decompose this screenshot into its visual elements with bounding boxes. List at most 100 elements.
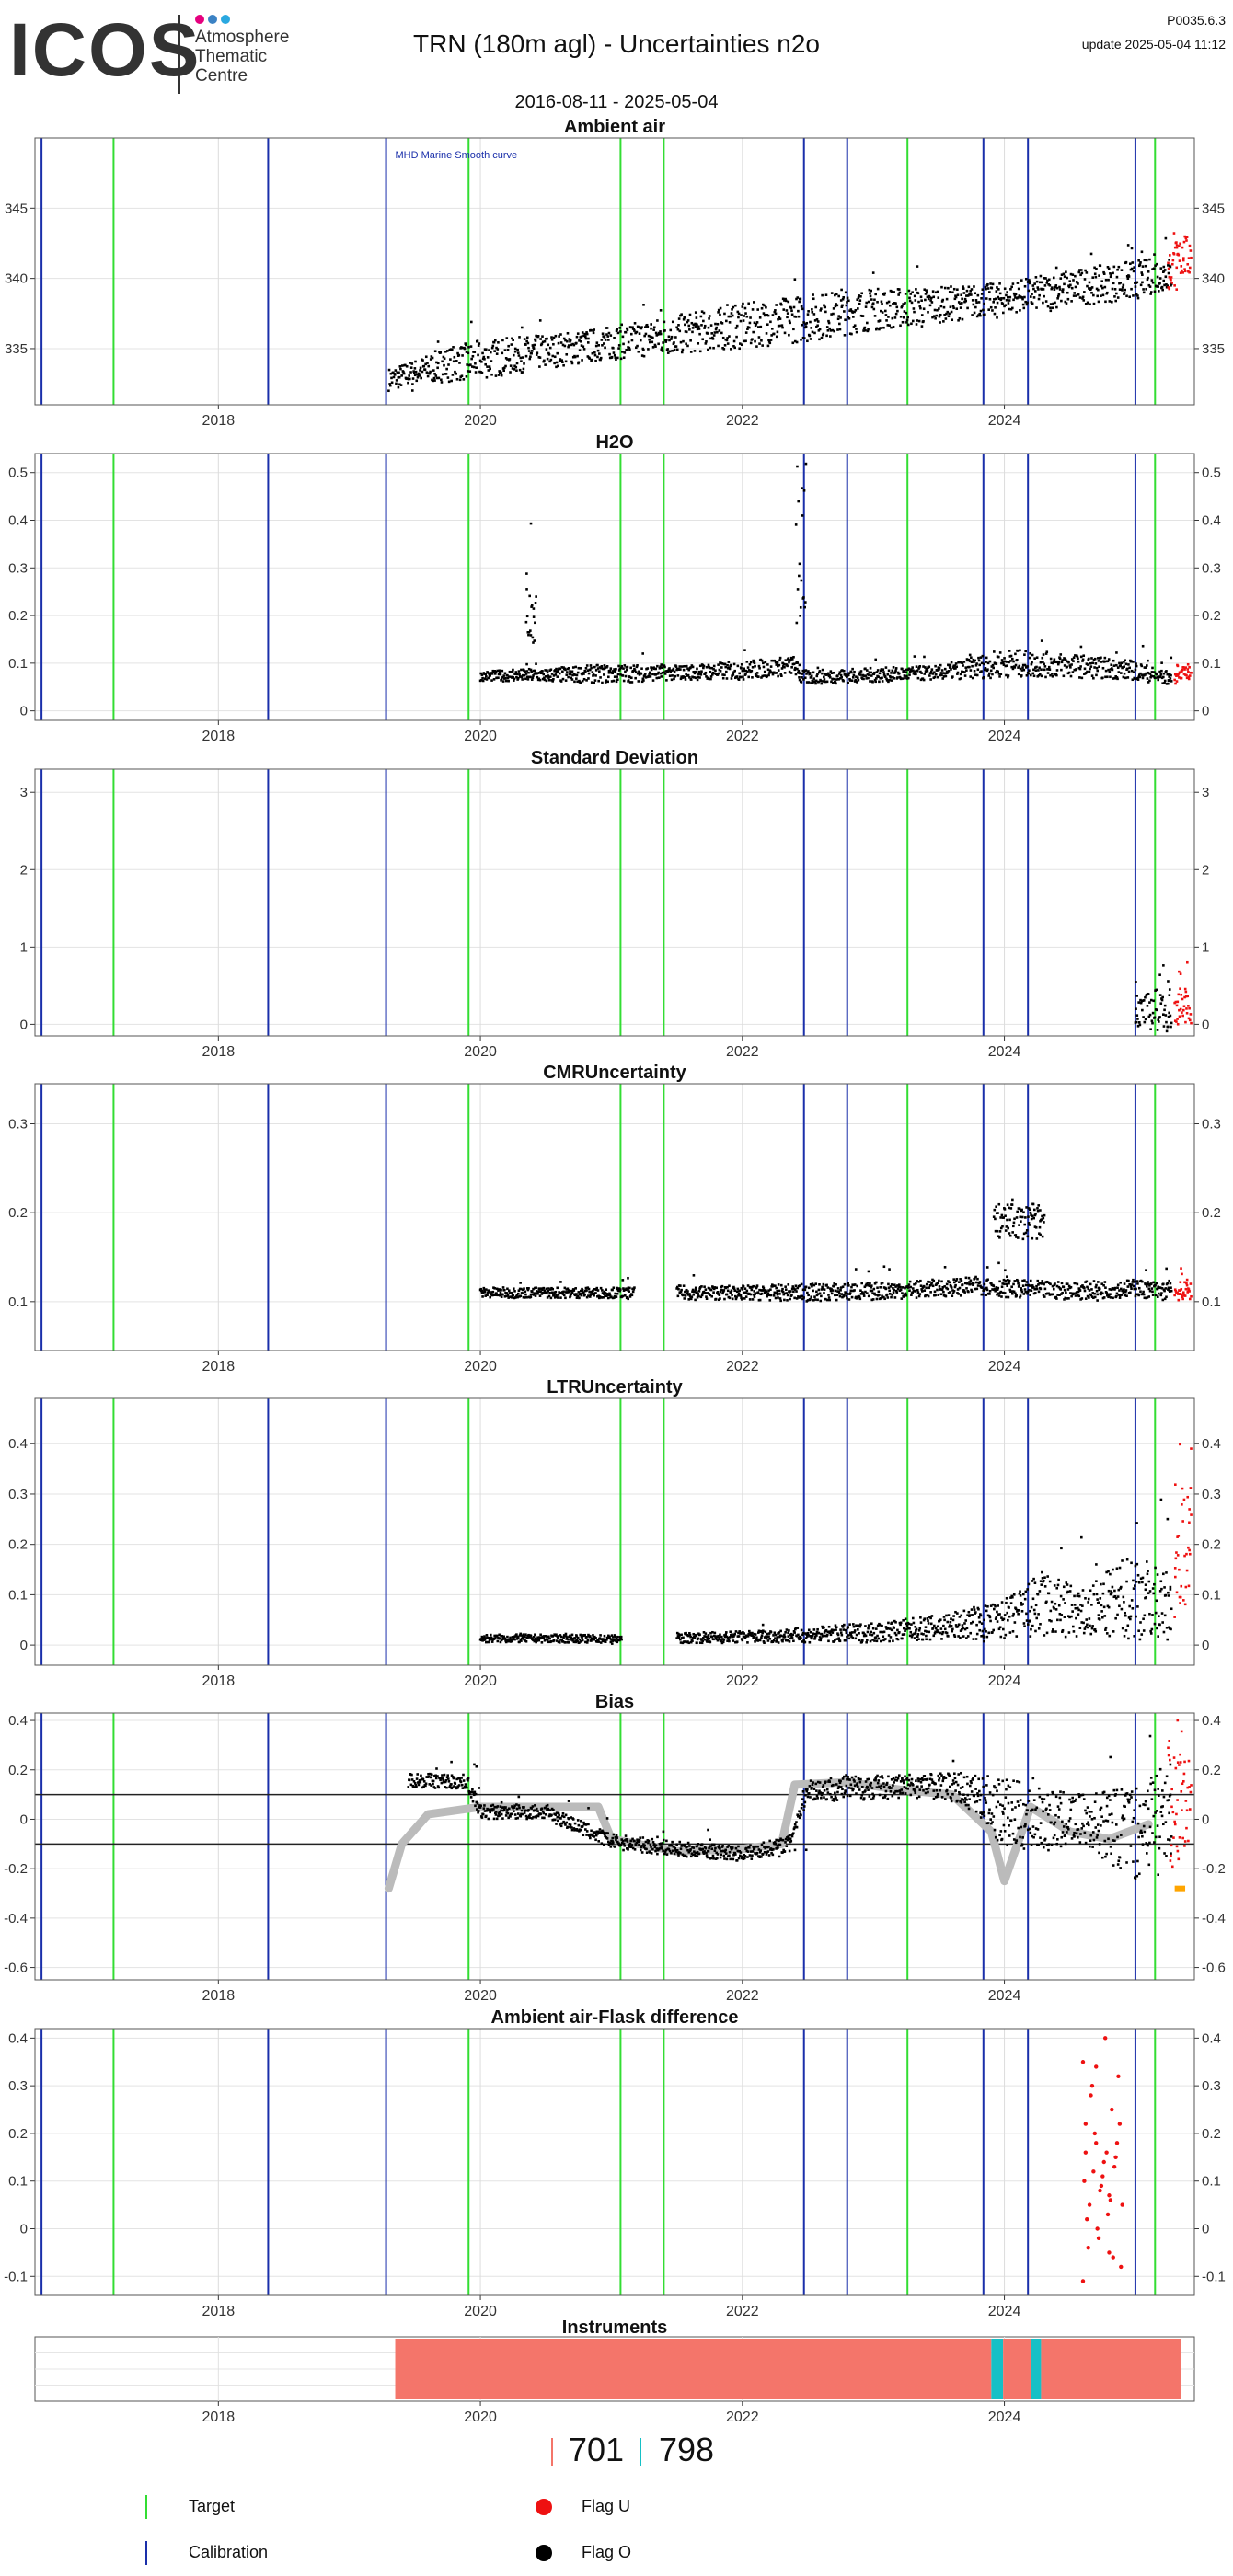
flag-o-point [712,668,715,671]
y-tick-label: 2 [20,862,28,878]
flag-o-point [807,681,811,684]
flag-o-point [532,615,536,618]
flag-o-point [905,311,908,315]
flag-o-point [858,1295,861,1299]
flag-o-point [980,661,984,665]
flag-o-point [616,1640,619,1644]
flag-o-point [850,1285,853,1289]
flag-o-point [507,344,510,348]
flag-o-point [1070,658,1074,661]
flag-o-point [708,1637,711,1640]
flag-o-point [425,371,429,374]
flag-o-point [1020,1215,1024,1219]
flag-o-point [1035,306,1038,309]
x-tick-label: 2022 [726,413,759,429]
flag-o-point [444,373,448,375]
flag-o-point [1148,285,1152,288]
flag-o-point [506,1635,509,1639]
flag-o-point [880,300,883,304]
flag-o-point [738,672,741,675]
flag-o-point [711,671,715,674]
flag-o-point [768,1637,772,1640]
flag-o-point [576,354,579,358]
flag-o-point [737,1292,741,1295]
flag-o-point [1134,668,1137,672]
flag-o-point [939,673,941,677]
flag-o-point [983,1282,986,1286]
flag-o-point [938,307,940,310]
flag-o-point [795,1297,799,1300]
flag-o-point [643,326,647,328]
flag-o-point [775,1286,778,1290]
flag-o-point [932,1279,936,1282]
flag-o-point [593,1288,596,1291]
flag-o-point [771,1640,775,1644]
flag-o-point [766,1294,768,1298]
flag-o-point [553,669,557,672]
flag-o-point [951,1289,954,1292]
flag-o-point [663,673,667,675]
flag-o-point [760,306,764,310]
flag-o-point [969,289,973,293]
flag-o-point [938,1285,941,1288]
flag-o-point [1061,291,1065,294]
flag-o-point [573,673,577,676]
flag-o-point [996,301,999,305]
flag-o-point [1032,296,1036,299]
flag-u-point [1171,259,1175,262]
flag-o-point [847,672,851,674]
flag-o-point [869,666,872,670]
y-tick-label-right: 345 [1202,201,1225,216]
flag-o-point [711,673,714,676]
flag-o-point [811,1637,813,1640]
flag-o-point [525,1295,528,1299]
flag-o-point [729,315,732,318]
flag-o-point [1137,259,1140,262]
flag-o-point [1043,665,1047,668]
flag-o-point [552,336,556,339]
flag-o-point [929,1291,932,1294]
flag-o-point [886,324,890,327]
flag-o-point [643,334,646,338]
flag-o-point [586,669,590,672]
flag-o-point [1017,287,1020,291]
flag-o-point [560,666,564,669]
flag-o-point [1044,277,1047,280]
flag-o-point [796,1627,800,1629]
flag-o-point [548,1637,551,1640]
panel-frame-border [34,453,1195,721]
flag-o-point [527,1636,531,1639]
flag-o-point [1089,1282,1092,1286]
flag-o-point [998,292,1002,295]
flag-o-point [803,1640,807,1644]
flag-o-point [1158,282,1161,285]
flag-o-point [965,1282,969,1285]
flag-o-point [524,354,528,358]
flag-o-point [449,358,452,361]
flag-o-point [696,1295,699,1299]
flag-o-point [1002,661,1005,665]
flag-o-point [835,1294,839,1297]
flag-o-point [1107,278,1110,282]
flag-o-point [523,338,526,340]
flag-o-point [1152,675,1156,678]
flag-o-point [1061,290,1064,293]
flag-o-point [1065,1291,1067,1294]
flag-o-point [563,1286,567,1290]
flag-o-point [1060,668,1063,672]
flag-u-point [1170,279,1172,282]
flag-o-point [716,322,720,326]
flag-o-point [842,1294,846,1298]
flag-o-point [496,348,500,351]
flag-o-point [437,376,441,380]
y-tick-label: 0.3 [8,560,28,576]
flag-o-point [732,673,735,676]
flag-o-point [671,669,674,672]
flag-o-point [824,310,827,314]
flag-o-point [751,308,755,311]
flag-o-point [956,671,960,674]
flag-o-point [996,286,998,289]
flag-o-point [1023,663,1027,667]
flag-o-point [740,1298,743,1301]
flag-o-point [604,339,607,341]
